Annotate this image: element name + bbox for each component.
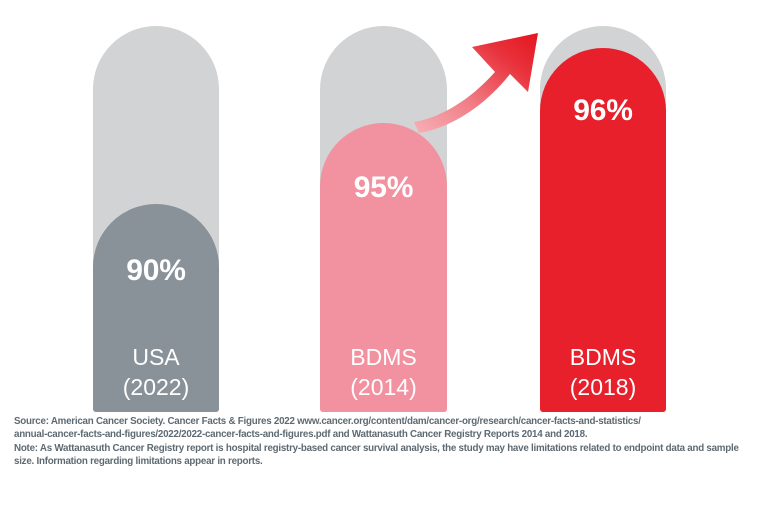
bar-category-year-usa: (2022) <box>122 374 190 401</box>
bar-category-bdms-2018: BDMS (2018) <box>540 342 666 403</box>
bar-category-year-bdms-2014: (2014) <box>350 374 417 401</box>
footnote-line-3: Note: As Wattanasuth Cancer Registry rep… <box>14 442 739 454</box>
footnote-line-2: annual-cancer-facts-and-figures/2022/202… <box>14 429 588 441</box>
footnote-line-1: Source: American Cancer Society. Cancer … <box>14 416 641 427</box>
bar-group-usa: 90% USA (2022) <box>93 26 219 412</box>
bar-fill-bdms-2018[interactable]: 96% BDMS (2018) <box>540 48 666 412</box>
bar-fill-bdms-2014[interactable]: 95% BDMS (2014) <box>320 123 447 412</box>
bar-category-name-usa: USA <box>132 344 180 370</box>
bar-fill-usa[interactable]: 90% USA (2022) <box>93 204 219 412</box>
bar-group-bdms-2014: 95% BDMS (2014) <box>320 26 447 412</box>
footnote-source-note: Source: American Cancer Society. Cancer … <box>14 415 739 468</box>
bar-category-bdms-2014: BDMS (2014) <box>320 342 447 403</box>
bar-value-bdms-2018: 96% <box>573 94 633 127</box>
footnote-line-4: size. Information regarding limitations … <box>14 455 263 467</box>
bar-category-year-bdms-2018: (2018) <box>569 374 637 401</box>
bar-category-name-bdms-2014: BDMS <box>350 344 417 370</box>
bar-category-usa: USA (2022) <box>93 342 219 403</box>
bar-category-name-bdms-2018: BDMS <box>569 344 637 370</box>
bar-value-bdms-2014: 95% <box>353 171 414 204</box>
bar-value-usa: 90% <box>126 254 186 287</box>
bar-chart: 90% USA (2022) 95% BDMS (2014) 96% BDMS … <box>93 26 666 412</box>
bar-group-bdms-2018: 96% BDMS (2018) <box>540 26 666 412</box>
